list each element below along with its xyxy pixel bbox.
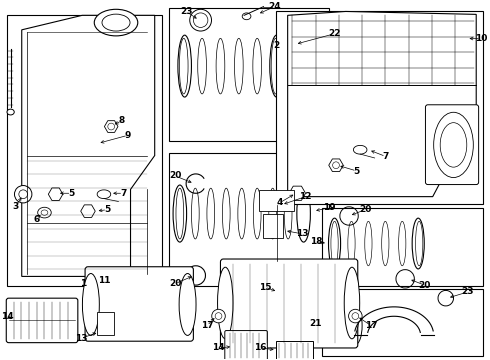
Text: 2: 2: [273, 41, 280, 50]
Text: 11: 11: [98, 276, 110, 285]
Text: 17: 17: [200, 321, 213, 330]
Text: 18: 18: [311, 237, 323, 246]
Bar: [321, 289, 484, 356]
Ellipse shape: [82, 274, 99, 336]
Ellipse shape: [7, 109, 14, 115]
Text: 23: 23: [180, 7, 193, 16]
Ellipse shape: [218, 267, 233, 339]
Ellipse shape: [344, 267, 360, 339]
Ellipse shape: [179, 274, 196, 336]
Text: 23: 23: [462, 287, 474, 296]
Text: 20: 20: [169, 171, 181, 180]
Text: 10: 10: [475, 34, 487, 43]
Circle shape: [352, 313, 359, 319]
Text: 5: 5: [104, 205, 110, 214]
Text: 19: 19: [323, 203, 336, 212]
Text: 20: 20: [169, 279, 181, 288]
FancyBboxPatch shape: [220, 259, 358, 348]
FancyBboxPatch shape: [259, 190, 294, 211]
Ellipse shape: [94, 9, 138, 36]
Circle shape: [15, 185, 32, 203]
Polygon shape: [289, 186, 306, 201]
FancyBboxPatch shape: [225, 330, 268, 360]
Text: 1: 1: [80, 279, 86, 288]
Circle shape: [108, 123, 115, 130]
Circle shape: [19, 190, 27, 199]
FancyBboxPatch shape: [263, 214, 283, 238]
Text: 20: 20: [359, 205, 371, 214]
Text: 24: 24: [269, 2, 281, 11]
Ellipse shape: [242, 13, 251, 20]
Text: 15: 15: [259, 283, 271, 292]
FancyBboxPatch shape: [276, 341, 313, 359]
Text: 9: 9: [125, 131, 131, 140]
Text: 20: 20: [418, 281, 431, 290]
Text: 13: 13: [296, 229, 308, 238]
Bar: [321, 208, 484, 286]
Text: 4: 4: [276, 198, 283, 207]
Text: 8: 8: [119, 116, 125, 125]
Text: 21: 21: [309, 319, 321, 328]
FancyBboxPatch shape: [85, 267, 194, 341]
Circle shape: [333, 162, 340, 168]
FancyBboxPatch shape: [425, 105, 479, 185]
Polygon shape: [22, 15, 155, 276]
Text: 7: 7: [120, 189, 126, 198]
Text: 14: 14: [212, 343, 225, 352]
Circle shape: [215, 313, 222, 319]
Bar: [7, 15, 162, 286]
Text: 5: 5: [354, 167, 360, 176]
Text: 3: 3: [12, 202, 19, 211]
Polygon shape: [81, 205, 95, 217]
Ellipse shape: [41, 210, 48, 215]
Text: 5: 5: [69, 189, 74, 198]
Text: 7: 7: [383, 152, 389, 161]
Text: 22: 22: [328, 29, 341, 38]
Polygon shape: [104, 121, 118, 132]
Text: 14: 14: [1, 311, 14, 320]
Circle shape: [348, 309, 362, 323]
Ellipse shape: [102, 14, 130, 31]
Bar: [275, 10, 484, 204]
Text: 17: 17: [365, 321, 378, 330]
FancyBboxPatch shape: [97, 312, 114, 336]
Circle shape: [212, 309, 225, 323]
Polygon shape: [49, 188, 63, 201]
Ellipse shape: [38, 207, 51, 218]
Text: 13: 13: [75, 334, 87, 343]
Text: 12: 12: [299, 192, 312, 201]
Text: 6: 6: [33, 215, 39, 224]
FancyBboxPatch shape: [6, 298, 78, 343]
Bar: [169, 153, 329, 286]
Polygon shape: [288, 12, 476, 197]
Text: 16: 16: [254, 343, 267, 352]
Polygon shape: [329, 159, 343, 171]
Bar: [169, 8, 329, 141]
